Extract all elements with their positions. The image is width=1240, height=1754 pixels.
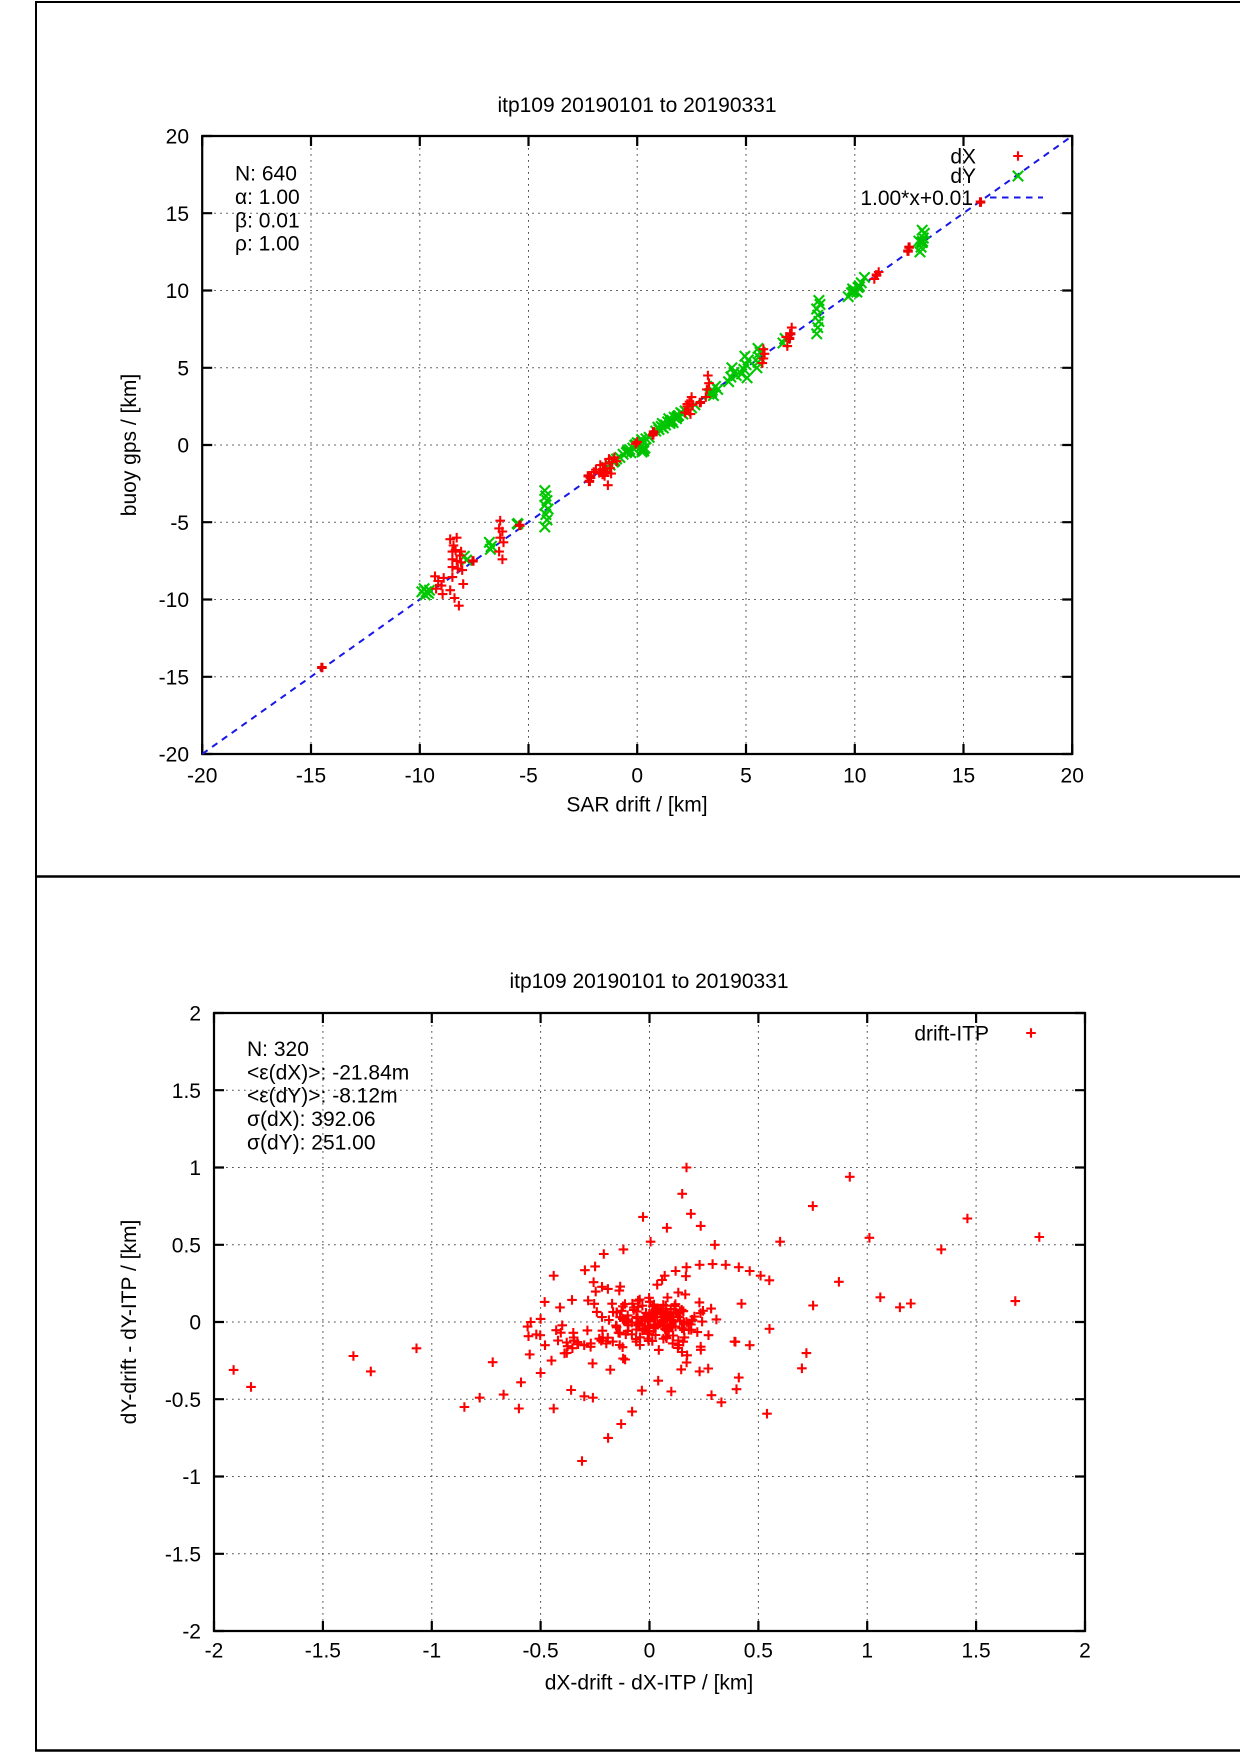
svg-text:-10: -10 [405,765,435,788]
svg-text:15: 15 [166,203,189,226]
svg-text:0.5: 0.5 [744,1640,773,1663]
svg-text:-5: -5 [519,765,538,788]
svg-text:N: 640: N: 640 [235,163,297,186]
svg-text:-1: -1 [422,1640,441,1663]
svg-text:<ε(dX)>: -21.84m: <ε(dX)>: -21.84m [247,1061,409,1084]
svg-text:10: 10 [843,765,866,788]
svg-text:2: 2 [1079,1640,1091,1663]
svg-text:-15: -15 [296,765,326,788]
svg-text:dY-drift - dY-ITP / [km]: dY-drift - dY-ITP / [km] [118,1220,141,1425]
svg-text:5: 5 [740,765,752,788]
svg-text:dX: dX [950,146,976,169]
svg-text:<ε(dY)>: -8.12m: <ε(dY)>: -8.12m [247,1085,398,1108]
svg-text:-20: -20 [159,744,189,767]
svg-text:20: 20 [1061,765,1084,788]
svg-text:10: 10 [166,280,189,303]
svg-text:-2: -2 [182,1621,201,1644]
svg-text:2: 2 [189,1003,201,1026]
svg-text:β: 0.01: β: 0.01 [235,209,300,232]
svg-text:5: 5 [177,357,189,380]
svg-text:itp109 20190101 to 20190331: itp109 20190101 to 20190331 [509,970,788,993]
svg-text:σ(dX): 392.06: σ(dX): 392.06 [247,1108,376,1131]
svg-text:drift-ITP: drift-ITP [914,1023,989,1046]
svg-text:15: 15 [952,765,975,788]
svg-text:N: 320: N: 320 [247,1038,309,1061]
svg-text:α: 1.00: α: 1.00 [235,186,300,209]
svg-text:SAR drift / [km]: SAR drift / [km] [566,794,707,817]
svg-text:itp109 20190101 to 20190331: itp109 20190101 to 20190331 [497,94,776,117]
svg-text:-1.5: -1.5 [305,1640,341,1663]
svg-text:dX-drift - dX-ITP / [km]: dX-drift - dX-ITP / [km] [545,1672,753,1695]
svg-text:1: 1 [189,1157,201,1180]
svg-text:0: 0 [631,765,643,788]
svg-text:0.5: 0.5 [172,1234,201,1257]
svg-text:-5: -5 [170,512,189,535]
svg-text:0: 0 [644,1640,656,1663]
svg-text:-0.5: -0.5 [523,1640,559,1663]
svg-text:1.00*x+0.01: 1.00*x+0.01 [860,187,973,210]
svg-text:0: 0 [189,1312,201,1335]
svg-text:1: 1 [861,1640,873,1663]
svg-text:σ(dY): 251.00: σ(dY): 251.00 [247,1131,376,1154]
svg-text:0: 0 [177,435,189,458]
svg-text:-0.5: -0.5 [165,1389,201,1412]
svg-text:-15: -15 [159,666,189,689]
svg-text:-1: -1 [182,1466,201,1489]
svg-text:-2: -2 [205,1640,224,1663]
svg-text:-20: -20 [187,765,217,788]
svg-text:ρ: 1.00: ρ: 1.00 [235,233,300,256]
svg-text:-10: -10 [159,589,189,612]
svg-text:20: 20 [166,126,189,149]
svg-text:dY: dY [950,165,976,188]
svg-text:buoy gps / [km]: buoy gps / [km] [118,374,141,516]
svg-text:1.5: 1.5 [172,1080,201,1103]
svg-text:-1.5: -1.5 [165,1543,201,1566]
svg-text:1.5: 1.5 [961,1640,990,1663]
